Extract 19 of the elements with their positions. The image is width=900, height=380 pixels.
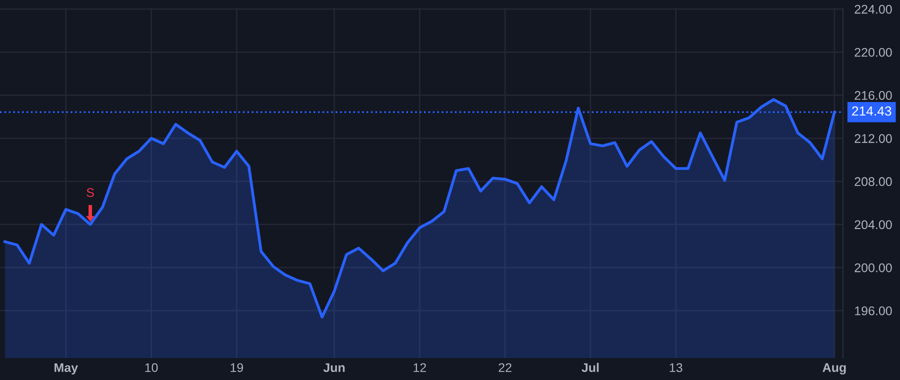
x-tick-label: Aug <box>822 363 846 375</box>
y-tick-label: 208.00 <box>854 177 892 186</box>
ref-line-label: 214.43 <box>852 106 892 116</box>
x-tick-label: Jul <box>582 362 599 372</box>
x-tick-label: May <box>54 363 78 375</box>
y-tick-label: 216.00 <box>854 91 892 100</box>
x-tick-label: 10 <box>145 363 158 372</box>
x-tick-label: 12 <box>414 363 426 372</box>
y-tick-label: 196.00 <box>855 306 892 316</box>
annotation: S <box>86 188 94 197</box>
x-tick-label: 19 <box>230 363 244 372</box>
y-tick-label: 220.00 <box>854 48 892 57</box>
y-tick-label: 200.00 <box>854 263 892 272</box>
x-tick-label: 13 <box>670 363 682 372</box>
y-tick-label: 224.00 <box>854 4 892 14</box>
x-tick-label: 22 <box>498 363 512 372</box>
y-tick-label: 212.00 <box>854 134 892 143</box>
x-tick-label: Jun <box>323 363 345 372</box>
y-tick-label: 204.00 <box>854 220 892 230</box>
